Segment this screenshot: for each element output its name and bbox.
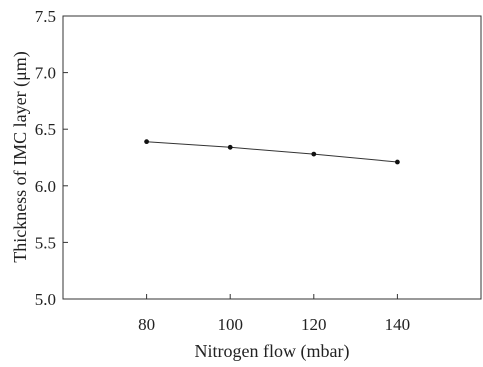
data-point <box>227 144 233 150</box>
plot-frame <box>62 15 482 300</box>
y-tick-label: 5.5 <box>35 233 56 252</box>
y-tick-label: 6.0 <box>35 177 56 196</box>
data-point <box>395 159 400 165</box>
x-axis: 80 100 120 140 <box>138 294 410 334</box>
x-tick-label: 80 <box>138 315 155 334</box>
y-tick-label: 7.5 <box>35 7 56 26</box>
series-line <box>146 141 398 163</box>
x-tick-label: 140 <box>385 315 411 334</box>
y-tick-label: 5.0 <box>35 290 56 309</box>
y-axis-title: Thickness of IMC layer (μm) <box>10 51 31 263</box>
x-tick-label: 100 <box>217 315 243 334</box>
data-point <box>311 151 317 157</box>
x-axis-title: Nitrogen flow (mbar) <box>195 341 350 362</box>
series-group <box>144 139 400 165</box>
y-tick-label: 6.5 <box>35 120 56 139</box>
y-axis: 5.0 5.5 6.0 6.5 7.0 7.5 <box>35 7 68 309</box>
data-point <box>144 139 150 145</box>
y-tick-label: 7.0 <box>35 64 56 83</box>
x-tick-label: 120 <box>301 315 327 334</box>
